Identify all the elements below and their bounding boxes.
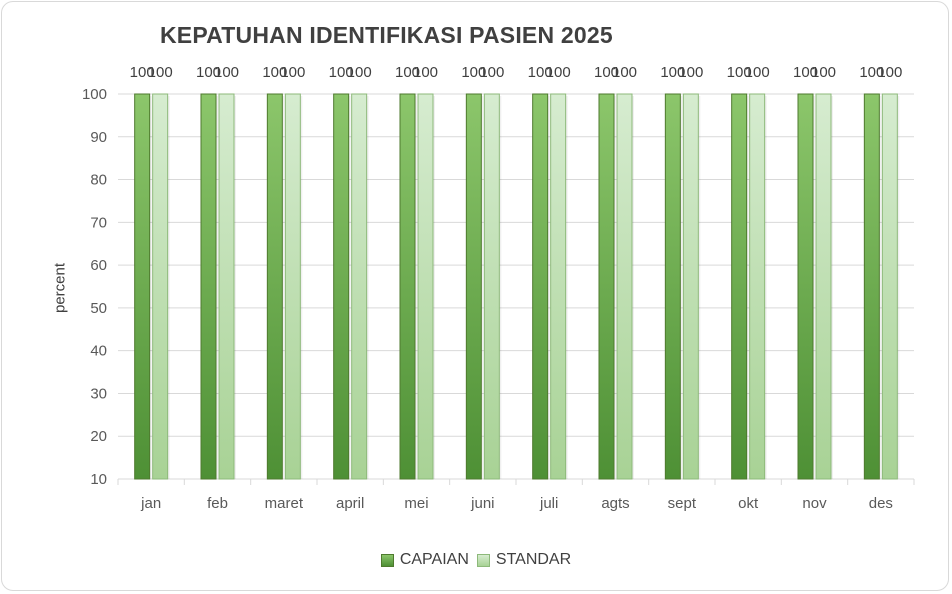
data-label-capaian-juni: 100 [461, 64, 486, 81]
x-tick-label-maret: maret [265, 495, 304, 512]
data-label-capaian-juli: 100 [528, 64, 553, 81]
bar-capaian-nov [797, 93, 814, 480]
data-label-standar-maret: 100 [280, 64, 305, 81]
data-label-standar-juni: 100 [479, 64, 504, 81]
data-label-capaian-nov: 100 [793, 64, 818, 81]
x-tick-label-sept: sept [668, 495, 697, 512]
data-label-standar-nov: 100 [811, 64, 836, 81]
bar-capaian-des [863, 93, 880, 480]
y-tick-label: 80 [90, 172, 107, 189]
bar-capaian-jan [134, 93, 151, 480]
data-label-standar-agts: 100 [612, 64, 637, 81]
grid-lines [117, 93, 915, 485]
x-tick-label-nov: nov [802, 495, 827, 512]
y-tick-label: 50 [90, 300, 107, 317]
y-tick-label: 70 [90, 214, 107, 231]
x-tick-label-des: des [869, 495, 893, 512]
data-label-capaian-des: 100 [859, 64, 884, 81]
data-label-capaian-okt: 100 [727, 64, 752, 81]
y-tick-label: 20 [90, 428, 107, 445]
bar-standar-mei [417, 93, 434, 480]
x-tick-label-juni: juni [470, 495, 494, 512]
bar-standar-april [351, 93, 368, 480]
data-label-capaian-mei: 100 [395, 64, 420, 81]
x-tick-label-jan: jan [140, 495, 161, 512]
y-tick-label: 30 [90, 385, 107, 402]
bar-standar-nov [815, 93, 832, 480]
bar-standar-okt [749, 93, 766, 480]
data-label-capaian-jan: 100 [130, 64, 155, 81]
data-label-standar-april: 100 [347, 64, 372, 81]
legend-swatch-capaian [380, 553, 394, 567]
y-tick-label: 100 [82, 86, 107, 103]
bar-standar-juni [483, 93, 500, 480]
x-tick-label-juli: juli [539, 495, 558, 512]
bar-capaian-juli [532, 93, 549, 480]
y-tick-label: 90 [90, 129, 107, 146]
data-label-standar-okt: 100 [745, 64, 770, 81]
bar-standar-maret [284, 93, 301, 480]
x-tick-label-mei: mei [404, 495, 428, 512]
bar-capaian-agts [598, 93, 615, 480]
chart-title: KEPATUHAN IDENTIFIKASI PASIEN 2025 [160, 22, 613, 48]
bar-standar-sept [682, 93, 699, 480]
bar-capaian-mei [399, 93, 416, 480]
legend: CAPAIAN STANDAR [0, 551, 952, 569]
bar-capaian-sept [664, 93, 681, 480]
data-label-standar-des: 100 [877, 64, 902, 81]
x-tick-label-agts: agts [601, 495, 629, 512]
legend-label-standar: STANDAR [495, 551, 572, 568]
data-label-capaian-feb: 100 [196, 64, 221, 81]
bar-capaian-juni [465, 93, 482, 480]
bar-capaian-okt [731, 93, 748, 480]
x-tick-label-okt: okt [738, 495, 759, 512]
y-tick-label: 60 [90, 257, 107, 274]
data-label-capaian-sept: 100 [660, 64, 685, 81]
bar-standar-des [881, 93, 898, 480]
legend-label-capaian: CAPAIAN [399, 551, 469, 568]
y-axis-ticks: 10 20 30 40 50 60 70 80 90 100 [82, 86, 107, 488]
legend-item-standar: STANDAR [476, 551, 572, 569]
bar-capaian-april [333, 93, 350, 480]
x-tick-label-feb: feb [207, 495, 228, 512]
data-label-capaian-agts: 100 [594, 64, 619, 81]
legend-swatch-standar [476, 553, 490, 567]
data-label-standar-sept: 100 [678, 64, 703, 81]
bar-standar-feb [218, 93, 235, 480]
data-label-capaian-april: 100 [329, 64, 354, 81]
data-label-standar-jan: 100 [148, 64, 173, 81]
x-axis-ticks: jan feb maret april mei juni juli agts sept okt no… [140, 495, 893, 512]
data-label-standar-juli: 100 [546, 64, 571, 81]
legend-item-capaian: CAPAIAN [380, 551, 469, 569]
data-label-standar-mei: 100 [413, 64, 438, 81]
data-label-capaian-maret: 100 [262, 64, 287, 81]
y-tick-label: 40 [90, 343, 107, 360]
x-tick-label-april: april [336, 495, 364, 512]
bar-standar-jan [152, 93, 169, 480]
bars [134, 93, 900, 480]
bar-capaian-maret [266, 93, 283, 480]
bar-capaian-feb [200, 93, 217, 480]
bar-standar-juli [550, 93, 567, 480]
bar-standar-agts [616, 93, 633, 480]
y-tick-label: 10 [90, 471, 107, 488]
data-label-standar-feb: 100 [214, 64, 239, 81]
